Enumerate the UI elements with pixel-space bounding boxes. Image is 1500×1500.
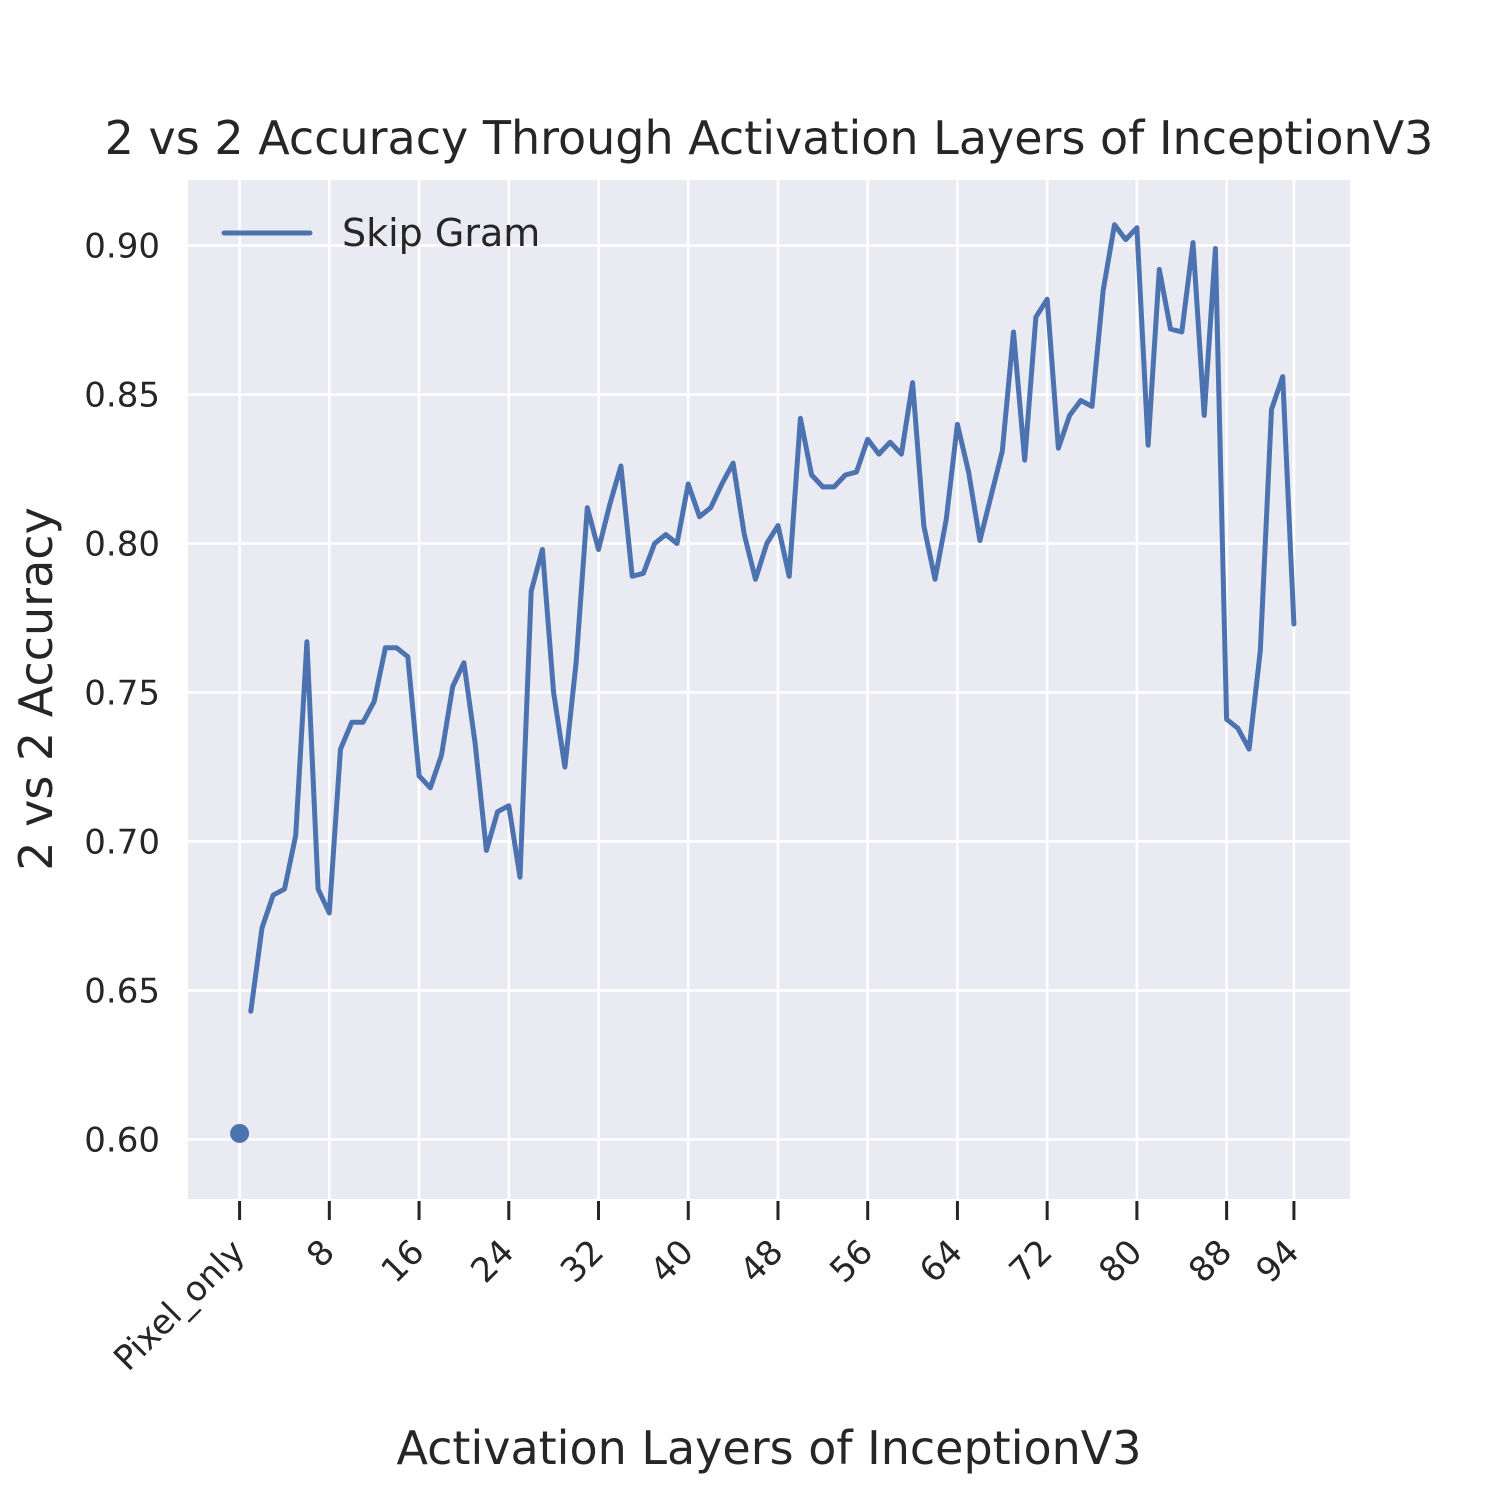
x-tick-label: 94 [1248, 1232, 1307, 1291]
x-tick-label: 56 [822, 1232, 881, 1291]
series-line-skip-gram [248, 222, 1297, 1014]
x-tick-label: 32 [553, 1232, 612, 1291]
x-tick-label: 24 [463, 1232, 522, 1291]
x-tick-marks [238, 1201, 1296, 1220]
legend: Skip Gram [221, 211, 540, 255]
y-tick-label: 0.85 [84, 376, 160, 416]
x-tick-labels: Pixel_only 8 16 24 32 40 48 56 64 72 80 88 94 [106, 1232, 1307, 1379]
legend-label-skip-gram: Skip Gram [342, 211, 540, 255]
y-tick-label: 0.90 [84, 227, 160, 267]
y-tick-label: 0.75 [84, 673, 160, 713]
series-layer [230, 222, 1297, 1143]
x-tick-label: 40 [643, 1232, 702, 1291]
x-tick-label: 8 [299, 1232, 343, 1276]
x-tick-label: Pixel_only [106, 1232, 253, 1379]
x-tick-label: 48 [732, 1232, 791, 1291]
y-gridlines [188, 244, 1350, 1141]
y-tick-label: 0.80 [84, 525, 160, 565]
y-tick-label: 0.65 [84, 971, 160, 1011]
y-axis-label: 2 vs 2 Accuracy [9, 507, 63, 871]
chart-title: 2 vs 2 Accuracy Through Activation Layer… [105, 111, 1434, 165]
x-tick-label: 64 [912, 1232, 971, 1291]
y-tick-label: 0.70 [84, 822, 160, 862]
x-tick-label: 16 [374, 1232, 433, 1291]
x-tick-label: 80 [1091, 1232, 1150, 1291]
x-gridlines [238, 180, 1296, 1199]
y-tick-label: 0.60 [84, 1120, 160, 1160]
pixel-only-point [230, 1123, 250, 1143]
x-axis-label: Activation Layers of InceptionV3 [396, 1421, 1141, 1475]
y-tick-labels: 0.60 0.65 0.70 0.75 0.80 0.85 0.90 [84, 227, 160, 1161]
x-tick-label: 72 [1002, 1232, 1061, 1291]
x-tick-label: 88 [1181, 1232, 1240, 1291]
